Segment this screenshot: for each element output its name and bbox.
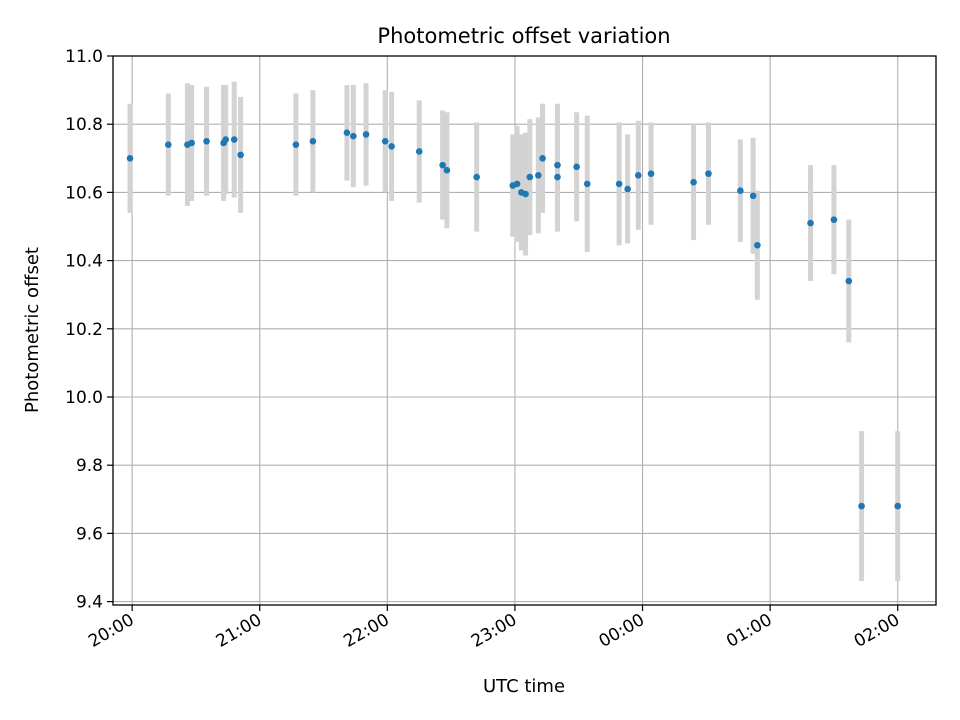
y-tick-label: 10.0 — [65, 388, 103, 408]
data-point — [443, 166, 451, 174]
data-point — [309, 137, 317, 145]
data-point — [415, 148, 423, 155]
y-tick-label: 9.4 — [76, 593, 103, 613]
plot-frame — [112, 55, 937, 606]
data-point — [705, 170, 712, 177]
data-point — [615, 180, 623, 188]
chart-title: Photometric offset variation — [377, 24, 670, 48]
data-point — [554, 161, 561, 169]
data-point — [126, 154, 134, 162]
y-tick-label: 10.8 — [65, 115, 103, 135]
data-point — [513, 180, 521, 188]
y-axis-label: Photometric offset — [22, 247, 43, 413]
data-point — [539, 154, 546, 162]
data-point — [350, 132, 357, 140]
data-point — [807, 219, 814, 227]
y-tick-label: 9.8 — [76, 456, 103, 476]
data-point — [188, 139, 195, 147]
data-point — [522, 190, 529, 198]
data-point — [749, 192, 757, 200]
data-point — [690, 178, 697, 186]
y-tick-label: 10.2 — [65, 320, 103, 340]
data-point — [164, 141, 172, 148]
data-point — [343, 129, 351, 137]
data-point — [647, 170, 655, 177]
data-point — [830, 216, 838, 223]
data-point — [362, 131, 370, 138]
data-point — [858, 502, 865, 510]
data-point — [439, 161, 446, 169]
data-point — [554, 173, 561, 181]
data-point — [230, 136, 238, 143]
y-tick-label: 10.4 — [65, 252, 103, 272]
data-point — [292, 141, 300, 148]
data-point — [222, 136, 230, 143]
data-point — [634, 172, 642, 179]
x-axis-label: UTC time — [483, 676, 565, 697]
data-point — [583, 180, 591, 188]
data-point — [845, 277, 853, 285]
data-point — [624, 185, 631, 193]
data-point — [535, 172, 542, 179]
data-point — [203, 137, 210, 145]
y-tick-label: 9.6 — [76, 524, 103, 544]
y-tick-label: 11.0 — [65, 47, 103, 67]
data-points — [126, 129, 902, 510]
data-point — [573, 163, 580, 171]
data-point — [894, 502, 902, 510]
data-point — [754, 241, 761, 249]
y-tick-label: 10.6 — [65, 183, 103, 203]
y-axis-ticks: 9.4 9.6 9.8 10.0 10.2 10.4 10.6 10.8 11.0 — [65, 47, 113, 613]
data-point — [473, 173, 480, 181]
data-point — [388, 143, 395, 150]
data-point — [381, 137, 389, 145]
data-point — [526, 173, 534, 181]
data-point — [237, 151, 244, 159]
data-point — [737, 187, 744, 194]
